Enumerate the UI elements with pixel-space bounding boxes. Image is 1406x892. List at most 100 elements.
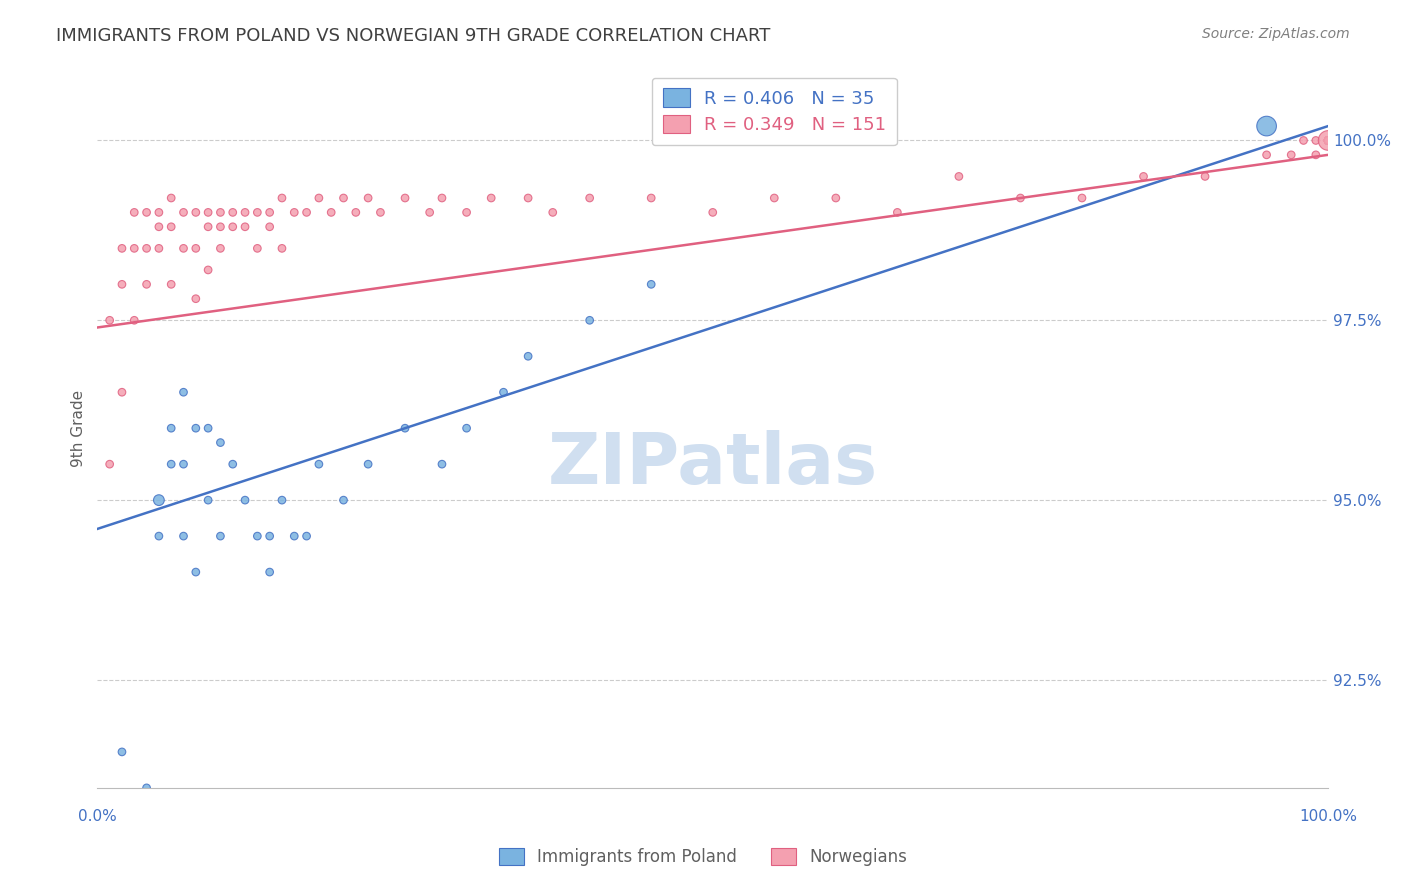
Point (492, 385, 515, 400)
Point (357, 191, 380, 205)
Point (184, 421, 207, 435)
Point (197, 205, 219, 219)
Point (1317, 133, 1340, 147)
Point (517, 349, 540, 363)
Point (702, 205, 724, 219)
Point (1317, 133, 1340, 147)
Point (111, 241, 134, 255)
Point (1317, 133, 1340, 147)
Point (1317, 133, 1340, 147)
Point (1317, 133, 1340, 147)
Point (1317, 133, 1340, 147)
Point (1256, 148, 1278, 162)
Point (271, 493, 294, 508)
Point (1317, 133, 1340, 147)
Point (246, 241, 269, 255)
Point (578, 313, 600, 327)
Point (1317, 133, 1340, 147)
Point (1317, 133, 1340, 147)
Point (124, 205, 146, 219)
Text: ZIPatlas: ZIPatlas (548, 430, 877, 499)
Point (321, 205, 343, 219)
Point (308, 457, 330, 471)
Point (1317, 133, 1340, 147)
Point (295, 529, 318, 543)
Point (1132, 169, 1154, 184)
Point (160, 191, 183, 205)
Point (295, 205, 318, 219)
Point (135, 780, 157, 795)
Point (1317, 133, 1340, 147)
Point (1305, 133, 1327, 147)
Point (259, 565, 281, 579)
Point (1010, 191, 1032, 205)
Point (1317, 133, 1340, 147)
Point (222, 457, 245, 471)
Point (173, 241, 195, 255)
Point (184, 205, 207, 219)
Point (1317, 133, 1340, 147)
Point (209, 205, 232, 219)
Point (173, 529, 195, 543)
Point (1317, 133, 1340, 147)
Point (160, 457, 183, 471)
Point (541, 205, 564, 219)
Point (271, 191, 294, 205)
Point (197, 421, 219, 435)
Point (1317, 133, 1340, 147)
Point (886, 205, 908, 219)
Point (222, 205, 245, 219)
Point (209, 435, 232, 450)
Point (259, 219, 281, 234)
Point (370, 205, 392, 219)
Point (332, 493, 354, 508)
Point (1305, 148, 1327, 162)
Point (1317, 133, 1340, 147)
Point (1317, 133, 1340, 147)
Point (271, 241, 294, 255)
Point (1317, 133, 1340, 147)
Text: 100.0%: 100.0% (1299, 809, 1357, 824)
Text: IMMIGRANTS FROM POLAND VS NORWEGIAN 9TH GRADE CORRELATION CHART: IMMIGRANTS FROM POLAND VS NORWEGIAN 9TH … (56, 27, 770, 45)
Point (209, 241, 232, 255)
Point (948, 169, 970, 184)
Text: Source: ZipAtlas.com: Source: ZipAtlas.com (1202, 27, 1350, 41)
Point (394, 421, 416, 435)
Y-axis label: 9th Grade: 9th Grade (72, 390, 86, 467)
Point (135, 205, 157, 219)
Point (173, 385, 195, 400)
Point (246, 529, 269, 543)
Point (394, 191, 416, 205)
Point (148, 219, 170, 234)
Point (308, 191, 330, 205)
Point (1317, 133, 1340, 147)
Point (1317, 133, 1340, 147)
Point (246, 205, 269, 219)
Point (357, 457, 380, 471)
Point (1317, 133, 1340, 147)
Point (763, 191, 786, 205)
Point (1317, 133, 1340, 147)
Legend: R = 0.406   N = 35, R = 0.349   N = 151: R = 0.406 N = 35, R = 0.349 N = 151 (652, 78, 897, 145)
Point (173, 205, 195, 219)
Point (197, 263, 219, 277)
Point (640, 277, 662, 292)
Point (430, 191, 453, 205)
Point (1317, 133, 1340, 147)
Point (233, 219, 256, 234)
Point (1256, 119, 1278, 133)
Point (197, 493, 219, 508)
Point (124, 313, 146, 327)
Point (184, 241, 207, 255)
Point (1071, 191, 1094, 205)
Point (419, 205, 441, 219)
Point (640, 191, 662, 205)
Point (209, 529, 232, 543)
Point (111, 745, 134, 759)
Point (111, 385, 134, 400)
Point (184, 565, 207, 579)
Point (1317, 133, 1340, 147)
Point (148, 241, 170, 255)
Point (456, 205, 478, 219)
Point (160, 277, 183, 292)
